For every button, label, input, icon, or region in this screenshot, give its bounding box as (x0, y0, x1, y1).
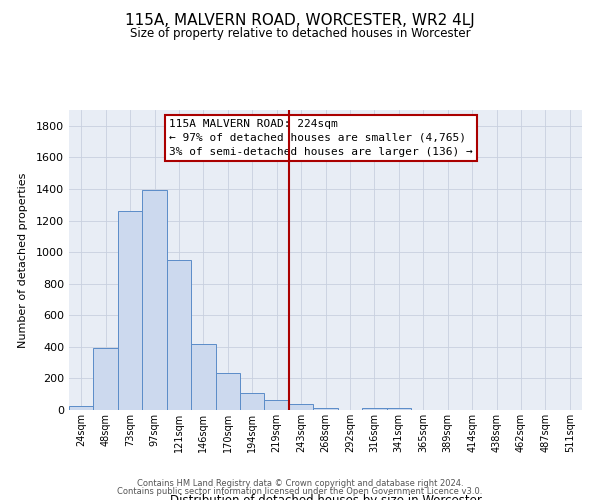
Bar (69, 406, 94, 410)
Text: 115A, MALVERN ROAD, WORCESTER, WR2 4LJ: 115A, MALVERN ROAD, WORCESTER, WR2 4LJ (125, 12, 475, 28)
Bar (118, 211, 142, 410)
Text: Contains public sector information licensed under the Open Government Licence v3: Contains public sector information licen… (118, 487, 482, 496)
Bar (265, 400, 289, 410)
Text: Size of property relative to detached houses in Worcester: Size of property relative to detached ho… (130, 28, 470, 40)
Bar (362, 408, 386, 410)
Bar (94, 348, 118, 410)
X-axis label: Distribution of detached houses by size in Worcester: Distribution of detached houses by size … (170, 494, 481, 500)
Bar (191, 344, 215, 410)
Bar (313, 408, 338, 410)
Y-axis label: Number of detached properties: Number of detached properties (17, 172, 28, 348)
Text: 115A MALVERN ROAD: 224sqm
← 97% of detached houses are smaller (4,765)
3% of sem: 115A MALVERN ROAD: 224sqm ← 97% of detac… (169, 119, 473, 157)
Text: Contains HM Land Registry data © Crown copyright and database right 2024.: Contains HM Land Registry data © Crown c… (137, 478, 463, 488)
Bar (386, 408, 411, 410)
Bar (167, 260, 191, 410)
Bar (240, 392, 265, 410)
Bar (142, 190, 167, 410)
Bar (215, 373, 240, 410)
Bar (289, 404, 313, 410)
